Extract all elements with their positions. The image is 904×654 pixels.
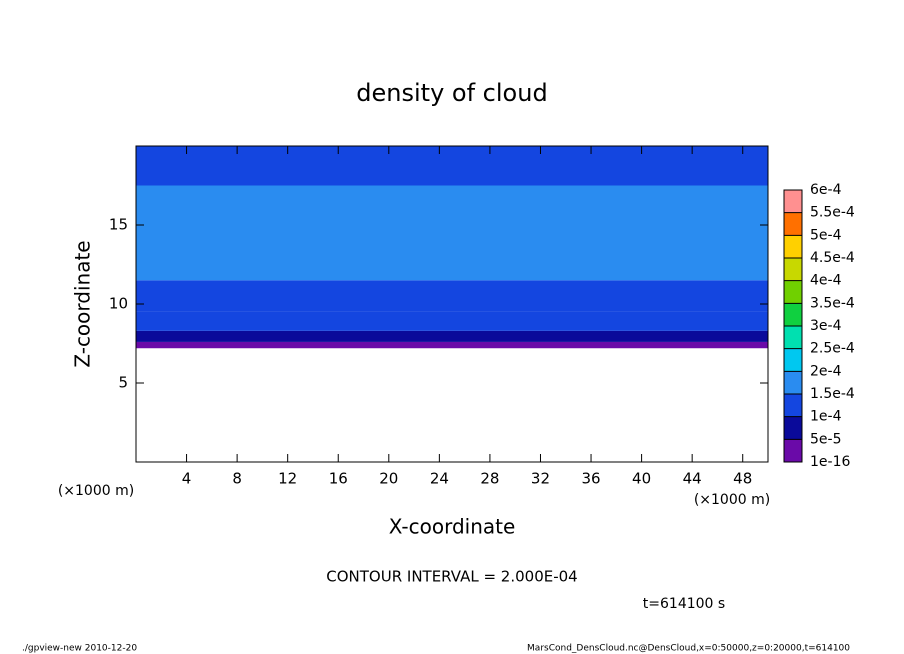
colorbar-swatch bbox=[784, 212, 802, 236]
colorbar-label: 1.5e-4 bbox=[810, 386, 855, 402]
colorbar-label: 4e-4 bbox=[810, 273, 842, 289]
x-tick-label: 8 bbox=[232, 470, 242, 488]
contour-band bbox=[136, 146, 768, 186]
colorbar-swatch bbox=[784, 371, 802, 394]
contour-band bbox=[136, 185, 768, 281]
y-axis-label: Z-coordinate bbox=[71, 240, 95, 367]
colorbar-label: 5e-5 bbox=[810, 431, 841, 447]
x-unit: (×1000 m) bbox=[694, 492, 770, 508]
x-tick-label: 20 bbox=[379, 470, 398, 488]
colorbar-label: 3e-4 bbox=[810, 318, 842, 334]
colorbar-label: 1e-16 bbox=[810, 454, 850, 470]
contour-band bbox=[136, 330, 768, 342]
colorbar-swatch bbox=[784, 303, 802, 326]
contour-band bbox=[136, 341, 768, 349]
x-tick-label: 4 bbox=[182, 470, 192, 488]
footer-right: MarsCond_DensCloud.nc@DensCloud,x=0:5000… bbox=[527, 644, 850, 654]
x-unit: (×1000 m) bbox=[58, 483, 134, 499]
x-tick-label: 36 bbox=[581, 470, 600, 488]
colorbar-label: 2.5e-4 bbox=[810, 341, 855, 357]
colorbar-label: 5.5e-4 bbox=[810, 205, 855, 221]
colorbar-swatch bbox=[784, 326, 802, 349]
colorbar-swatch bbox=[784, 416, 802, 440]
x-tick-label: 32 bbox=[531, 470, 550, 488]
y-tick-label: 15 bbox=[109, 216, 128, 234]
colorbar-label: 1e-4 bbox=[810, 409, 842, 425]
x-tick-label: 40 bbox=[632, 470, 651, 488]
time-label: t=614100 s bbox=[643, 596, 725, 612]
colorbar-swatch bbox=[784, 258, 802, 281]
colorbar-label: 4.5e-4 bbox=[810, 250, 855, 266]
colorbar-label: 5e-4 bbox=[810, 227, 842, 243]
footer-left: ./gpview-new 2010-12-20 bbox=[22, 644, 137, 654]
x-tick-label: 12 bbox=[278, 470, 297, 488]
colorbar-label: 3.5e-4 bbox=[810, 295, 855, 311]
contour-band bbox=[136, 311, 768, 331]
colorbar-swatch bbox=[784, 190, 802, 213]
x-tick-label: 24 bbox=[430, 470, 449, 488]
colorbar-swatch bbox=[784, 394, 802, 417]
x-axis-label: X-coordinate bbox=[389, 515, 516, 539]
y-tick-label: 10 bbox=[109, 295, 128, 313]
colorbar-swatch bbox=[784, 235, 802, 258]
x-tick-label: 28 bbox=[480, 470, 499, 488]
colorbar-swatch bbox=[784, 348, 802, 372]
contour-interval: CONTOUR INTERVAL = 2.000E-04 bbox=[326, 568, 577, 586]
x-tick-label: 16 bbox=[329, 470, 348, 488]
colorbar-label: 6e-4 bbox=[810, 182, 842, 198]
chart-title: density of cloud bbox=[356, 79, 547, 107]
x-tick-label: 44 bbox=[683, 470, 702, 488]
colorbar-swatch bbox=[784, 439, 802, 462]
colorbar-label: 2e-4 bbox=[810, 363, 842, 379]
colorbar-swatch bbox=[784, 280, 802, 304]
x-tick-label: 48 bbox=[733, 470, 752, 488]
y-tick-label: 5 bbox=[118, 374, 128, 392]
contour-band bbox=[136, 280, 768, 312]
